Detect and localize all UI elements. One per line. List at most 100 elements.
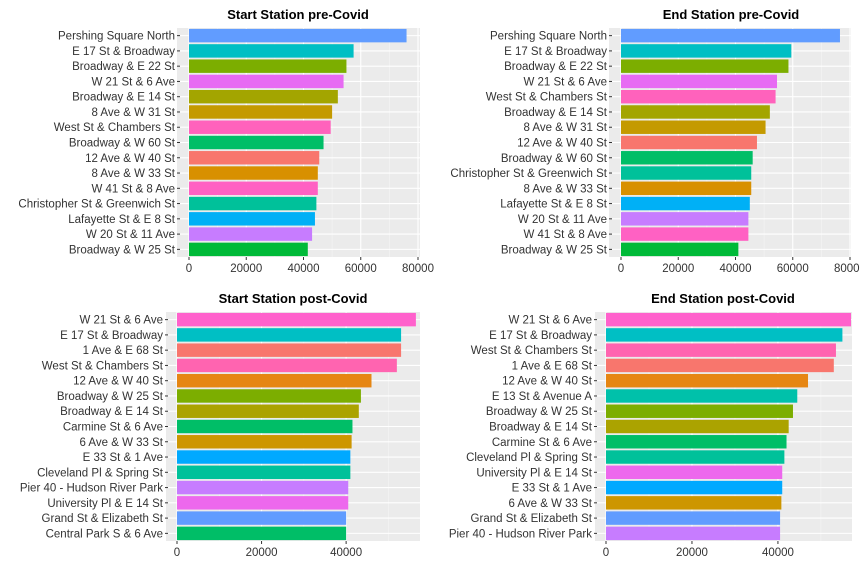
bar — [621, 28, 840, 43]
bars — [177, 312, 416, 541]
bar — [621, 120, 766, 134]
category-label: W 41 St & 8 Ave — [91, 183, 175, 195]
x-tick-label: 0 — [186, 263, 192, 275]
category-label: W 21 St & 6 Ave — [523, 76, 607, 88]
bar — [621, 181, 752, 196]
category-label: E 17 St & Broadway — [72, 46, 175, 58]
bar — [177, 389, 361, 403]
bar — [177, 526, 347, 541]
bar — [189, 59, 347, 73]
category-labels: Pershing Square North E 17 St & Broadway B… — [450, 31, 607, 257]
x-tick-label: 80000 — [834, 263, 860, 275]
category-label: Broadway & E 22 St — [504, 61, 608, 73]
category-label: 6 Ave & W 33 St — [79, 437, 163, 449]
bar — [189, 89, 338, 104]
x-tick-label: 20000 — [662, 263, 694, 275]
bars — [189, 28, 407, 257]
category-label: Grand St & Elizabeth St — [471, 513, 593, 525]
bar — [606, 526, 781, 541]
category-label: Christopher St & Greenwich St — [18, 199, 175, 211]
category-label: 8 Ave & W 31 St — [91, 107, 175, 119]
bars — [621, 28, 840, 257]
category-label: E 17 St & Broadway — [60, 330, 163, 342]
category-label: Broadway & W 60 St — [501, 153, 608, 165]
bar — [606, 511, 781, 525]
category-label: 12 Ave & W 40 St — [517, 138, 608, 150]
bar — [606, 312, 851, 327]
bar — [189, 212, 315, 226]
category-label: Lafayette St & E 8 St — [500, 199, 608, 211]
bar — [189, 227, 313, 241]
category-labels: W 21 St & 6 Ave E 17 St & Broadway West St… — [449, 315, 593, 541]
x-ticks: 0 20000 40000 60000 80000 — [186, 257, 434, 275]
category-label: 8 Ave & W 31 St — [523, 122, 607, 134]
bar — [606, 465, 783, 480]
bar — [177, 480, 349, 495]
category-label: 6 Ave & W 33 St — [508, 498, 592, 510]
bar — [189, 74, 344, 89]
bar — [189, 196, 317, 211]
category-label: 1 Ave & E 68 St — [512, 360, 593, 372]
bar — [606, 343, 836, 357]
bar — [606, 419, 789, 434]
bar — [621, 89, 776, 104]
category-label: W 20 St & 11 Ave — [518, 214, 607, 226]
category-label: W 21 St & 6 Ave — [91, 76, 175, 88]
bar — [606, 358, 834, 373]
category-label: Pershing Square North — [490, 31, 607, 43]
category-label: Broadway & W 25 St — [57, 391, 164, 403]
y-ticks — [165, 319, 168, 534]
bar — [621, 151, 753, 165]
bar — [621, 44, 792, 58]
panel-title: Start Station post-Covid — [219, 291, 368, 306]
bar — [177, 450, 351, 464]
x-tick-label: 60000 — [345, 263, 377, 275]
category-label: West St & Chambers St — [471, 345, 593, 357]
x-tick-label: 40000 — [720, 263, 752, 275]
bar — [177, 312, 416, 327]
bar — [189, 105, 333, 119]
category-label: 1 Ave & E 68 St — [83, 345, 164, 357]
category-label: West St & Chambers St — [42, 360, 164, 372]
category-label: University Pl & E 14 St — [476, 467, 592, 479]
bar — [621, 242, 739, 257]
panel-start-post-covid: Start Station post-Covid W 21 St & 6 Ave… — [20, 291, 420, 559]
bar — [606, 435, 787, 449]
bar — [606, 450, 785, 464]
panel-title: Start Station pre-Covid — [227, 7, 369, 22]
panel-start-pre-covid: Start Station pre-Covid Pershing Square … — [18, 7, 434, 275]
category-label: Carmine St & 6 Ave — [492, 437, 592, 449]
bar — [189, 151, 320, 165]
bar — [621, 212, 749, 226]
y-ticks — [594, 319, 597, 534]
category-label: Broadway & W 25 St — [486, 406, 593, 418]
x-tick-label: 60000 — [777, 263, 809, 275]
bar — [606, 496, 782, 510]
bar — [189, 181, 318, 196]
x-ticks: 0 20000 40000 — [603, 541, 794, 559]
bar — [606, 328, 843, 342]
bar — [606, 373, 809, 388]
bar — [606, 480, 783, 495]
bar — [177, 343, 402, 357]
bar — [177, 358, 397, 373]
panel-end-post-covid: End Station post-Covid W 21 St & 6 Ave E … — [449, 291, 853, 559]
category-label: West St & Chambers St — [54, 122, 176, 134]
x-tick-label: 0 — [618, 263, 624, 275]
category-label: W 20 St & 11 Ave — [86, 229, 175, 241]
category-label: Pershing Square North — [58, 31, 175, 43]
category-label: Broadway & E 22 St — [72, 61, 176, 73]
bar — [177, 435, 352, 449]
bar — [189, 120, 331, 134]
panel-end-pre-covid: End Station pre-Covid Pershing Square No… — [450, 7, 860, 275]
x-tick-label: 0 — [174, 547, 180, 559]
bar — [177, 511, 347, 525]
category-labels: W 21 St & 6 Ave E 17 St & Broadway 1 Ave &… — [20, 315, 164, 541]
x-tick-label: 40000 — [762, 547, 794, 559]
category-label: Cleveland Pl & Spring St — [37, 467, 164, 479]
category-label: University Pl & E 14 St — [47, 498, 163, 510]
bar — [177, 328, 402, 342]
category-label: Broadway & E 14 St — [504, 107, 608, 119]
category-label: West St & Chambers St — [486, 92, 608, 104]
